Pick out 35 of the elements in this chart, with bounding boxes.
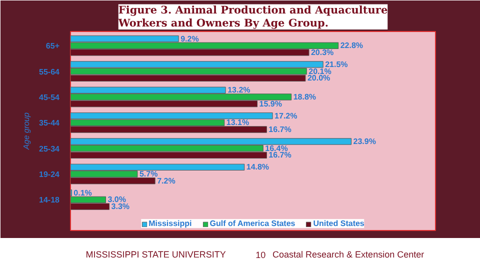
data-label: 22.8% — [340, 41, 364, 50]
y-tick-label: 45-54 — [39, 92, 60, 102]
y-tick-label: 14-18 — [39, 196, 60, 205]
legend-label: Gulf of America States — [210, 219, 296, 228]
data-label: 13.2% — [228, 86, 250, 95]
data-label: 3.3% — [111, 202, 130, 212]
legend-label: Mississippi — [148, 219, 192, 228]
data-label: 23.9% — [353, 136, 376, 146]
data-label: 14.8% — [246, 162, 270, 172]
text: MISSISSIPPI STATE UNIVERSITY — [86, 250, 226, 260]
text: 10 — [256, 250, 266, 260]
data-label: 17.2% — [274, 111, 298, 120]
data-label: 20.3% — [310, 48, 334, 57]
data-label: 20.1% — [308, 66, 332, 76]
data-label: 16.7% — [268, 150, 292, 160]
data-label: 7.2% — [157, 176, 176, 186]
data-label: 15.9% — [259, 99, 282, 108]
data-label: 3.0% — [108, 195, 126, 204]
y-axis-title: Age group — [22, 112, 32, 150]
text: Coastal Research & Extension Center — [272, 250, 424, 260]
data-label: 9.2% — [180, 34, 199, 44]
y-tick-label: 65+ — [46, 42, 60, 51]
legend-label: United States — [313, 219, 364, 228]
data-label: 18.8% — [293, 92, 316, 102]
y-tick-label: 35-44 — [39, 118, 60, 128]
data-label: 5.7% — [139, 170, 158, 179]
y-tick-label: 25-34 — [39, 144, 60, 154]
data-label: 16.4% — [265, 144, 288, 153]
data-label: 20.0% — [307, 74, 330, 83]
data-label: 16.7% — [268, 125, 292, 134]
y-tick-label: 19-24 — [39, 170, 60, 180]
data-label: 0.1% — [74, 188, 92, 198]
y-tick-label: 55-64 — [39, 67, 60, 76]
data-label: 13.1% — [226, 118, 250, 128]
data-label: 21.5% — [325, 60, 348, 69]
